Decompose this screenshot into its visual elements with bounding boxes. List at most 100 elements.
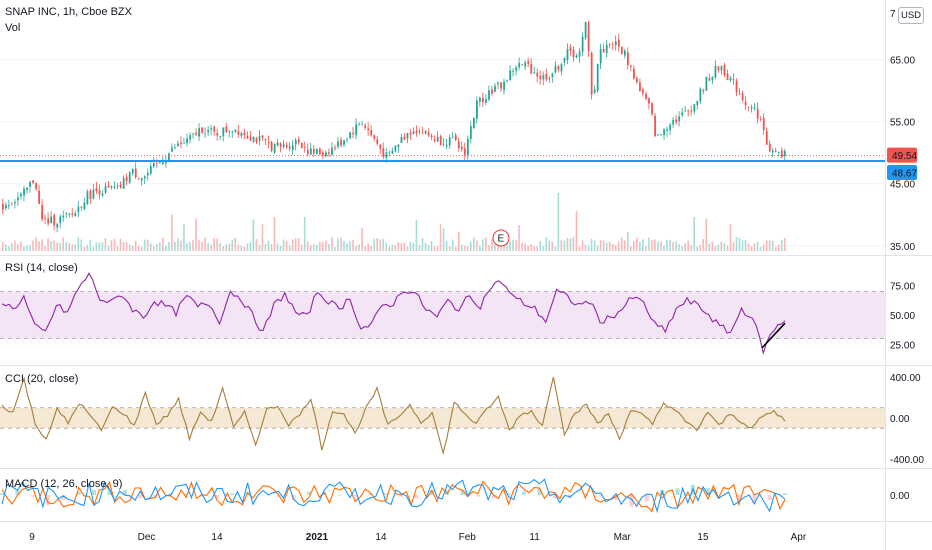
volume-bar <box>180 240 182 251</box>
candle-body <box>92 189 95 199</box>
candle-body <box>20 193 22 197</box>
volume-bar <box>171 214 173 251</box>
rsi-title: RSI (14, close) <box>5 262 78 274</box>
candle-body <box>65 212 68 214</box>
macd-histogram-bar <box>445 489 450 495</box>
currency-badge[interactable]: USD <box>898 7 924 24</box>
candles <box>2 20 786 233</box>
candle-body <box>276 142 279 146</box>
candle-body <box>225 126 228 133</box>
candle-body <box>143 176 146 179</box>
macd-histogram-bar <box>522 491 526 495</box>
volume-bar <box>379 239 382 251</box>
candle-body <box>11 204 13 206</box>
volume-bar <box>666 239 668 251</box>
volume-bar <box>560 239 563 251</box>
candle-body <box>328 152 330 154</box>
volume-bar <box>732 242 735 251</box>
volume-bar <box>750 245 753 251</box>
volume-bar <box>738 237 741 251</box>
volume-bar <box>331 237 333 251</box>
volume-bar <box>654 239 656 251</box>
volume-bar <box>394 244 397 251</box>
volume-bar <box>527 245 529 251</box>
volume-bar <box>165 245 167 251</box>
candle-body <box>427 132 430 136</box>
volume-bar <box>421 237 424 251</box>
candle-body <box>590 52 593 95</box>
volume-bar <box>678 244 680 251</box>
volume-bar <box>418 244 421 251</box>
volume-bar <box>74 244 77 251</box>
volume-bar <box>159 242 161 251</box>
candle-body <box>53 214 56 226</box>
candle-body <box>768 143 771 152</box>
symbol-title: SNAP INC, 1h, Cboe BZX <box>5 6 132 18</box>
volume-bar <box>110 240 113 251</box>
candle-body <box>216 133 219 136</box>
volume-bar <box>780 239 783 251</box>
candle-body <box>364 125 367 128</box>
macd-histogram-bar <box>752 495 757 504</box>
candle-body <box>521 64 524 66</box>
volume-bar <box>26 245 28 251</box>
candle-body <box>5 205 7 209</box>
volume-bar <box>494 244 496 251</box>
macd-histogram-bar <box>138 495 143 499</box>
candle-body <box>222 127 225 137</box>
candle-body <box>14 202 16 204</box>
candle-body <box>319 148 321 154</box>
volume-bar <box>155 243 158 251</box>
volume-bar <box>648 237 650 251</box>
candle-body <box>101 193 104 196</box>
candle-body <box>288 146 291 149</box>
volume-bar <box>705 218 708 251</box>
candle-body <box>234 129 237 132</box>
macd-histogram-bar <box>291 495 296 501</box>
volume-bar <box>107 245 110 251</box>
volume-bar <box>113 238 116 251</box>
candle-body <box>125 176 128 182</box>
candle-body <box>29 181 31 187</box>
candle-body <box>717 66 720 71</box>
volume-bar <box>463 245 466 251</box>
candle-body <box>515 67 518 71</box>
candle-body <box>783 151 786 156</box>
candle-body <box>131 168 134 174</box>
candle-body <box>460 146 463 150</box>
candle-body <box>780 150 783 158</box>
candle-body <box>663 129 666 136</box>
candle-body <box>614 41 617 46</box>
candle-body <box>325 152 327 157</box>
candle-body <box>545 73 548 80</box>
volume-bar <box>5 244 7 251</box>
volume-bar <box>149 243 152 251</box>
volume-bar <box>476 240 478 251</box>
volume-bar <box>436 246 439 251</box>
volume-bar <box>702 239 705 251</box>
candle-body <box>8 205 10 207</box>
candle-body <box>705 76 708 91</box>
macd-histogram-bar <box>76 491 81 495</box>
candle-body <box>439 136 442 145</box>
volume-bar <box>777 244 780 251</box>
candle-body <box>479 97 481 102</box>
volume-bar <box>195 218 197 251</box>
volume-bar <box>572 237 575 251</box>
volume-bar <box>44 246 46 251</box>
candle-body <box>774 150 777 152</box>
volume-bar <box>101 242 104 251</box>
cci-line <box>1 376 786 455</box>
candle-body <box>620 46 623 54</box>
candle-body <box>361 124 364 126</box>
candle-body <box>168 153 170 161</box>
last-price-tag <box>887 147 917 163</box>
volume-bar <box>204 237 206 251</box>
volume-bar <box>98 242 101 251</box>
support-price-tag <box>887 164 917 180</box>
volume-bar <box>231 239 234 251</box>
volume-bar <box>291 239 294 251</box>
volume-bar <box>146 239 149 251</box>
volume-bar <box>65 242 68 251</box>
